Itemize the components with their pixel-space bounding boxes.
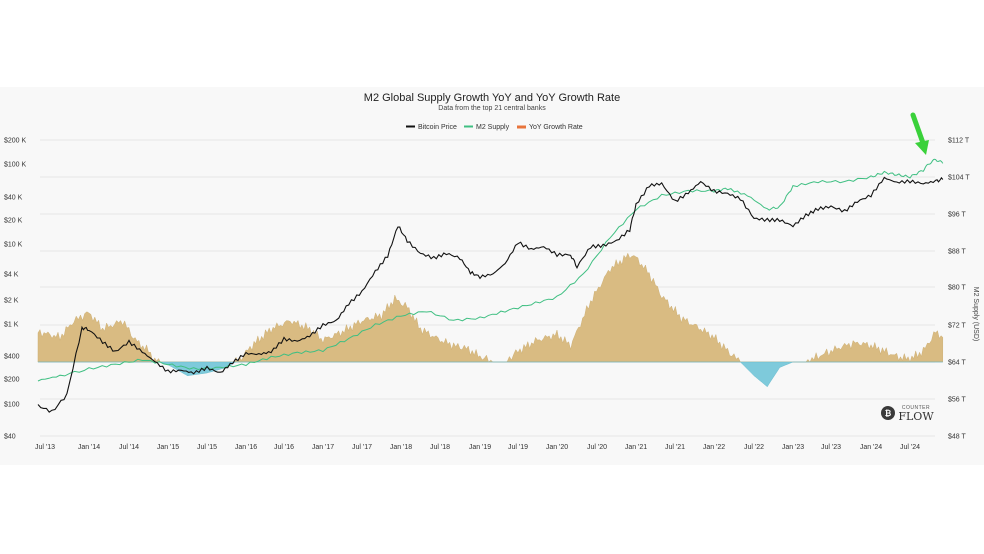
legend-item-bitcoin[interactable]: Bitcoin Price — [406, 124, 457, 131]
x-axis-tick-label: Jul '23 — [821, 444, 841, 451]
x-axis-tick-label: Jul '16 — [274, 444, 294, 451]
growth-area-positive — [37, 252, 944, 363]
chart-subtitle: Data from the top 21 central banks — [438, 105, 546, 112]
x-axis-tick-label: Jan '21 — [625, 444, 647, 451]
right-axis-ticks: $112 T $104 T $96 T $88 T $80 T $72 T $64 T $56… — [948, 138, 970, 441]
m2-supply-line — [37, 158, 944, 382]
x-axis-tick-label: Jan '16 — [235, 444, 257, 451]
x-axis-tick-label: Jan '22 — [703, 444, 725, 451]
left-axis-tick-label: $1 K — [4, 322, 19, 329]
left-axis-tick-label: $10 K — [4, 242, 23, 249]
bitcoin-logo-icon — [881, 406, 895, 420]
x-axis-tick-label: Jul '14 — [119, 444, 139, 451]
x-axis-tick-label: Jul '17 — [352, 444, 372, 451]
legend-swatch-m2 — [464, 125, 473, 128]
growth-area-layer — [37, 252, 944, 388]
x-axis-tick-label: Jan '19 — [469, 444, 491, 451]
chart-panel: M2 Global Supply Growth YoY and YoY Grow… — [0, 87, 984, 465]
left-axis-tick-label: $400 — [4, 354, 20, 361]
x-axis-tick-label: Jul '15 — [197, 444, 217, 451]
right-axis-tick-label: $112 T — [948, 138, 970, 145]
left-axis-ticks: $200 K $100 K $40 K $20 K $10 K $4 K $2 K $1 K $… — [4, 138, 27, 441]
x-axis-tick-label: Jan '24 — [860, 444, 882, 451]
legend-label-m2: M2 Supply — [476, 124, 510, 131]
right-axis-tick-label: $72 T — [948, 323, 966, 330]
right-axis-tick-label: $80 T — [948, 285, 966, 292]
x-axis-tick-label: Jul '20 — [587, 444, 607, 451]
bitcoin-price-line — [37, 176, 944, 413]
x-axis-tick-label: Jan '23 — [782, 444, 804, 451]
growth-area-negative — [37, 361, 943, 388]
x-axis-tick-label: Jan '14 — [78, 444, 100, 451]
x-axis-tick-label: Jan '15 — [157, 444, 179, 451]
x-axis-tick-label: Jul '24 — [900, 444, 920, 451]
chart-canvas: M2 Global Supply Growth YoY and YoY Grow… — [4, 92, 979, 451]
right-axis-tick-label: $96 T — [948, 212, 966, 219]
left-axis-tick-label: $200 — [4, 377, 20, 384]
x-axis-tick-label: Jul '21 — [665, 444, 685, 451]
left-axis-tick-label: $20 K — [4, 218, 23, 225]
left-axis-tick-label: $100 — [4, 402, 20, 409]
x-axis-tick-label: Jan '18 — [390, 444, 412, 451]
x-axis-ticks: Jul '13 Jan '14 Jul '14 Jan '15 Jul '15 Jan '… — [35, 444, 920, 451]
chart-title: M2 Global Supply Growth YoY and YoY Grow… — [364, 92, 620, 104]
legend-item-growth[interactable]: YoY Growth Rate — [517, 124, 583, 131]
x-axis-tick-label: Jan '20 — [546, 444, 568, 451]
green-arrow-annotation — [910, 112, 929, 155]
left-axis-tick-label: $4 K — [4, 272, 19, 279]
legend-label-growth: YoY Growth Rate — [529, 124, 583, 131]
svg-text:₿: ₿ — [885, 409, 892, 418]
legend-swatch-bitcoin — [406, 125, 415, 128]
legend-label-bitcoin: Bitcoin Price — [418, 124, 457, 131]
right-axis-tick-label: $56 T — [948, 397, 966, 404]
right-axis-tick-label: $48 T — [948, 434, 966, 441]
left-axis-tick-label: $200 K — [4, 138, 27, 145]
right-axis-title: M2 Supply (USD) — [972, 287, 979, 341]
series-lines-layer — [37, 158, 944, 413]
left-axis-tick-label: $2 K — [4, 298, 19, 305]
arrow-head-icon — [915, 140, 929, 155]
left-axis-tick-label: $40 K — [4, 195, 23, 202]
x-axis-tick-label: Jul '13 — [35, 444, 55, 451]
x-axis-tick-label: Jul '22 — [744, 444, 764, 451]
x-axis-tick-label: Jul '19 — [508, 444, 528, 451]
legend: Bitcoin Price M2 Supply YoY Growth Rate — [406, 124, 583, 131]
left-axis-tick-label: $40 — [4, 434, 16, 441]
logo-text-bottom: FLOW — [898, 410, 934, 423]
right-axis-tick-label: $64 T — [948, 360, 966, 367]
logo-text-top: COUNTER — [902, 405, 930, 411]
legend-swatch-growth — [517, 125, 526, 129]
counterflow-logo: ₿ COUNTER FLOW — [881, 405, 934, 423]
x-axis-tick-label: Jan '17 — [312, 444, 334, 451]
right-axis-tick-label: $88 T — [948, 249, 966, 256]
right-axis-tick-label: $104 T — [948, 175, 970, 182]
left-axis-tick-label: $100 K — [4, 162, 27, 169]
x-axis-tick-label: Jul '18 — [430, 444, 450, 451]
legend-item-m2[interactable]: M2 Supply — [464, 124, 510, 131]
